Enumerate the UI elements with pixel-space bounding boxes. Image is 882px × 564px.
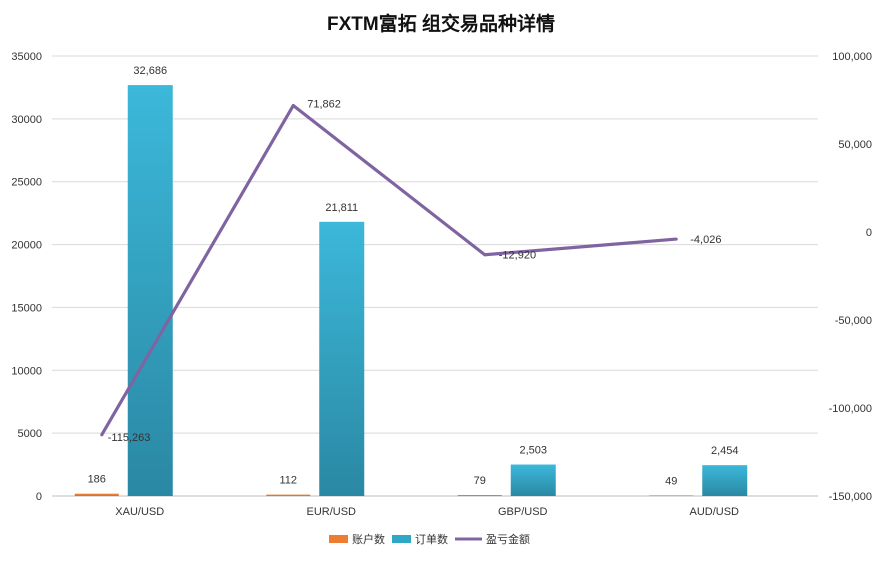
point-profit xyxy=(100,433,104,437)
line-profit xyxy=(100,103,677,436)
right-tick-label: 100,000 xyxy=(832,51,872,63)
left-tick-label: 20000 xyxy=(11,240,42,252)
point-profit xyxy=(483,253,487,257)
label-orders: 2,503 xyxy=(519,445,547,457)
data-labels: 186 32,686 112 21,811 79 2,503 49 2,454 -115,263… xyxy=(88,65,739,487)
category-axis: XAU/USD EUR/USD GBP/USD AUD/USD xyxy=(115,506,739,518)
gridlines xyxy=(52,55,818,497)
left-tick-label: 25000 xyxy=(11,177,42,189)
bar-accounts xyxy=(266,494,311,496)
label-profit: -12,920 xyxy=(499,250,536,262)
left-tick-label: 5000 xyxy=(18,428,42,440)
left-axis: 0 5000 10000 15000 20000 25000 30000 35000 xyxy=(11,51,42,503)
category-label: AUD/USD xyxy=(689,506,739,518)
right-tick-label: -150,000 xyxy=(829,491,872,503)
bar-orders xyxy=(510,464,556,496)
label-accounts: 79 xyxy=(474,475,486,487)
legend-label: 账户数 xyxy=(352,532,385,546)
left-tick-label: 30000 xyxy=(11,114,42,126)
legend-swatch xyxy=(329,535,348,543)
category-label: EUR/USD xyxy=(306,506,356,518)
bar-orders xyxy=(127,85,173,497)
right-tick-label: 0 xyxy=(866,227,872,239)
category-label: GBP/USD xyxy=(498,506,548,518)
label-profit: 71,862 xyxy=(307,99,341,111)
right-axis: -150,000 -100,000 -50,000 0 50,000 100,000 xyxy=(829,51,872,503)
legend-label: 订单数 xyxy=(415,533,448,546)
profit-line xyxy=(100,103,678,437)
left-tick-label: 15000 xyxy=(11,302,42,314)
bar-accounts xyxy=(457,495,502,496)
legend-swatch xyxy=(392,535,411,543)
label-profit: -115,263 xyxy=(108,432,151,444)
point-profit xyxy=(291,104,295,108)
label-orders: 32,686 xyxy=(133,65,167,77)
right-tick-label: -100,000 xyxy=(829,403,872,415)
label-accounts: 49 xyxy=(665,475,677,487)
bar-accounts xyxy=(649,495,694,496)
left-tick-label: 10000 xyxy=(11,365,42,377)
label-orders: 2,454 xyxy=(711,445,739,457)
bar-orders xyxy=(702,465,748,496)
label-accounts: 186 xyxy=(88,474,106,486)
left-tick-label: 0 xyxy=(36,491,42,503)
label-profit: -4,026 xyxy=(690,234,721,246)
point-profit xyxy=(674,237,678,241)
left-tick-label: 35000 xyxy=(11,51,42,63)
bar-orders xyxy=(319,221,365,496)
category-label: XAU/USD xyxy=(115,506,164,518)
bar-accounts xyxy=(74,493,119,496)
bars xyxy=(74,85,748,497)
label-orders: 21,811 xyxy=(325,202,358,214)
label-accounts: 112 xyxy=(279,475,297,487)
chart-title: FXTM富拓 组交易品种详情 xyxy=(327,12,555,35)
right-tick-label: -50,000 xyxy=(835,315,872,327)
legend-label: 盈亏金额 xyxy=(486,532,530,546)
right-tick-label: 50,000 xyxy=(838,139,872,151)
legend: 账户数 订单数 盈亏金额 xyxy=(329,532,530,546)
